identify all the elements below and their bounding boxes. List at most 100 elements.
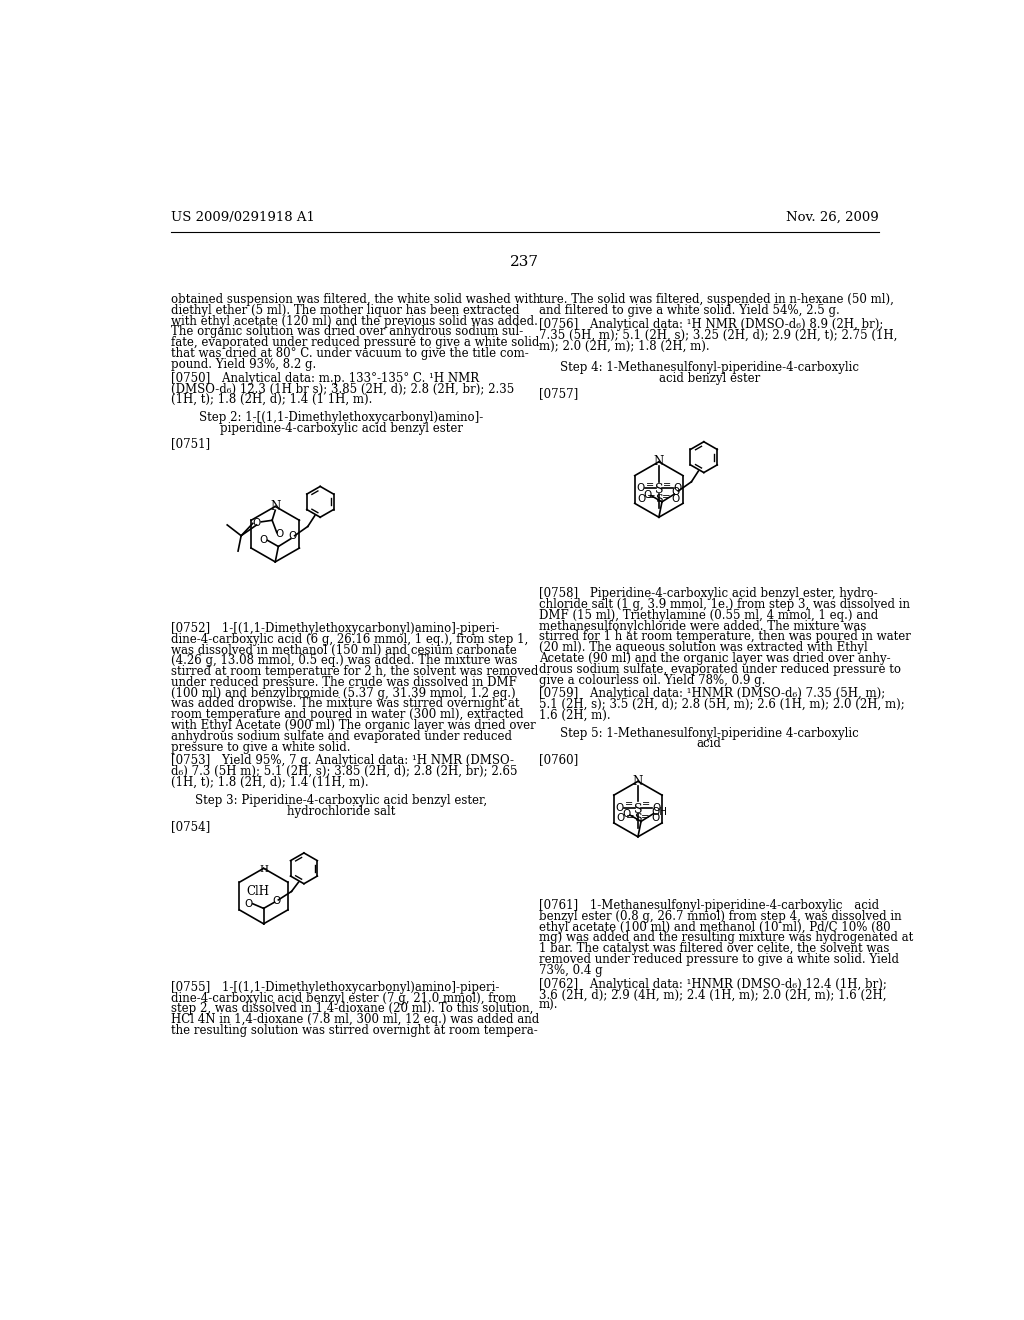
Text: N: N xyxy=(633,775,643,788)
Text: O: O xyxy=(259,535,267,545)
Text: stirred for 1 h at room temperature, then was poured in water: stirred for 1 h at room temperature, the… xyxy=(539,631,910,643)
Text: =: = xyxy=(646,480,654,490)
Text: that was dried at 80° C. under vacuum to give the title com-: that was dried at 80° C. under vacuum to… xyxy=(171,347,528,360)
Text: O: O xyxy=(245,899,253,908)
Text: 1 bar. The catalyst was filtered over celite, the solvent was: 1 bar. The catalyst was filtered over ce… xyxy=(539,942,889,956)
Text: =: = xyxy=(626,812,635,822)
Text: [0756] Analytical data: ¹H NMR (DMSO-d₆) 8.9 (2H, br);: [0756] Analytical data: ¹H NMR (DMSO-d₆)… xyxy=(539,318,883,331)
Text: Acetate (90 ml) and the organic layer was dried over anhy-: Acetate (90 ml) and the organic layer wa… xyxy=(539,652,891,665)
Text: stirred at room temperature for 2 h, the solvent was removed: stirred at room temperature for 2 h, the… xyxy=(171,665,538,678)
Text: m).: m). xyxy=(539,999,558,1012)
Text: =: = xyxy=(641,812,650,822)
Text: fate, evaporated under reduced pressure to give a white solid: fate, evaporated under reduced pressure … xyxy=(171,337,539,350)
Text: O: O xyxy=(272,896,281,906)
Text: d₆) 7.3 (5H m); 5.1 (2H, s); 3.85 (2H, d); 2.8 (2H, br); 2.65: d₆) 7.3 (5H m); 5.1 (2H, s); 3.85 (2H, d… xyxy=(171,766,517,779)
Text: [0762] Analytical data: ¹HNMR (DMSO-d₆) 12.4 (1H, br);: [0762] Analytical data: ¹HNMR (DMSO-d₆) … xyxy=(539,978,887,991)
Text: under reduced pressure. The crude was dissolved in DMF: under reduced pressure. The crude was di… xyxy=(171,676,516,689)
Text: N: N xyxy=(653,455,664,469)
Text: (100 ml) and benzylbromide (5.37 g, 31.39 mmol, 1.2 eq.): (100 ml) and benzylbromide (5.37 g, 31.3… xyxy=(171,686,515,700)
Text: room temperature and poured in water (300 ml), extracted: room temperature and poured in water (30… xyxy=(171,708,523,721)
Text: hydrochloride salt: hydrochloride salt xyxy=(287,805,395,818)
Text: The organic solution was dried over anhydrous sodium sul-: The organic solution was dried over anhy… xyxy=(171,326,523,338)
Text: [0752] 1-[(1,1-Dimethylethoxycarbonyl)amino]-piperi-: [0752] 1-[(1,1-Dimethylethoxycarbonyl)am… xyxy=(171,622,499,635)
Text: 73%, 0.4 g: 73%, 0.4 g xyxy=(539,964,602,977)
Text: methanesulfonylchloride were added. The mixture was: methanesulfonylchloride were added. The … xyxy=(539,619,866,632)
Text: S: S xyxy=(654,483,664,496)
Text: S: S xyxy=(634,803,642,816)
Text: O: O xyxy=(615,803,624,813)
Text: [0759] Analytical data: ¹HNMR (DMSO-d₆) 7.35 (5H, m);: [0759] Analytical data: ¹HNMR (DMSO-d₆) … xyxy=(539,688,885,701)
Text: O: O xyxy=(652,803,660,813)
Text: pressure to give a white solid.: pressure to give a white solid. xyxy=(171,741,350,754)
Text: drous sodium sulfate, evaporated under reduced pressure to: drous sodium sulfate, evaporated under r… xyxy=(539,663,901,676)
Text: Step 2: 1-[(1,1-Dimethylethoxycarbonyl)amino]-: Step 2: 1-[(1,1-Dimethylethoxycarbonyl)a… xyxy=(199,411,483,424)
Text: benzyl ester (0.8 g, 26.7 mmol) from step 4, was dissolved in: benzyl ester (0.8 g, 26.7 mmol) from ste… xyxy=(539,909,901,923)
Text: Step 4: 1-Methanesulfonyl-piperidine-4-carboxylic: Step 4: 1-Methanesulfonyl-piperidine-4-c… xyxy=(560,360,859,374)
Text: m); 2.0 (2H, m); 1.8 (2H, m).: m); 2.0 (2H, m); 1.8 (2H, m). xyxy=(539,339,710,352)
Text: O: O xyxy=(253,519,261,528)
Text: anhydrous sodium sulfate and evaporated under reduced: anhydrous sodium sulfate and evaporated … xyxy=(171,730,512,743)
Text: (20 ml). The aqueous solution was extracted with Ethyl: (20 ml). The aqueous solution was extrac… xyxy=(539,642,867,655)
Text: Step 5: 1-Methanesulfonyl-piperidine 4-carboxylic: Step 5: 1-Methanesulfonyl-piperidine 4-c… xyxy=(560,726,859,739)
Text: acid: acid xyxy=(696,738,722,751)
Text: [0751]: [0751] xyxy=(171,437,210,450)
Text: =: = xyxy=(647,492,655,502)
Text: 7.35 (5H, m); 5.1 (2H, s); 3.25 (2H, d); 2.9 (2H, t); 2.75 (1H,: 7.35 (5H, m); 5.1 (2H, s); 3.25 (2H, d);… xyxy=(539,329,897,342)
Text: =: = xyxy=(663,492,671,502)
Text: ethyl acetate (100 ml) and methanol (10 ml), Pd/C 10% (80: ethyl acetate (100 ml) and methanol (10 … xyxy=(539,921,891,933)
Text: and filtered to give a white solid. Yield 54%, 2.5 g.: and filtered to give a white solid. Yiel… xyxy=(539,304,840,317)
Text: S: S xyxy=(634,813,642,824)
Text: piperidine-4-carboxylic acid benzyl ester: piperidine-4-carboxylic acid benzyl este… xyxy=(219,422,463,434)
Text: O: O xyxy=(672,494,680,504)
Text: 237: 237 xyxy=(510,255,540,269)
Text: DMF (15 ml), Triethylamine (0.55 ml, 4 mmol, 1 eq.) and: DMF (15 ml), Triethylamine (0.55 ml, 4 m… xyxy=(539,609,878,622)
Text: N: N xyxy=(270,500,281,513)
Text: O: O xyxy=(643,490,651,500)
Text: O: O xyxy=(288,532,296,541)
Text: obtained suspension was filtered, the white solid washed with: obtained suspension was filtered, the wh… xyxy=(171,293,540,306)
Text: was added dropwise. The mixture was stirred overnight at: was added dropwise. The mixture was stir… xyxy=(171,697,519,710)
Text: O: O xyxy=(275,529,284,539)
Text: Nov. 26, 2009: Nov. 26, 2009 xyxy=(786,211,879,224)
Text: O: O xyxy=(623,809,631,820)
Text: dine-4-carboxylic acid benzyl ester (7 g, 21.0 mmol), from: dine-4-carboxylic acid benzyl ester (7 g… xyxy=(171,991,516,1005)
Text: O: O xyxy=(638,494,646,504)
Text: HCl 4N in 1,4-dioxane (7.8 ml, 300 ml, 12 eq.) was added and: HCl 4N in 1,4-dioxane (7.8 ml, 300 ml, 1… xyxy=(171,1014,539,1026)
Text: [0760]: [0760] xyxy=(539,752,578,766)
Text: H: H xyxy=(259,866,268,874)
Text: removed under reduced pressure to give a white solid. Yield: removed under reduced pressure to give a… xyxy=(539,953,899,966)
Text: O: O xyxy=(674,483,682,492)
Text: dine-4-carboxylic acid (6 g, 26.16 mmol, 1 eq.), from step 1,: dine-4-carboxylic acid (6 g, 26.16 mmol,… xyxy=(171,632,528,645)
Text: O: O xyxy=(651,813,659,824)
Text: OH: OH xyxy=(651,807,667,817)
Text: with Ethyl Acetate (900 ml) The organic layer was dried over: with Ethyl Acetate (900 ml) The organic … xyxy=(171,719,536,733)
Text: [0750] Analytical data: m.p. 133°-135° C. ¹H NMR: [0750] Analytical data: m.p. 133°-135° C… xyxy=(171,372,479,384)
Text: [0761] 1-Methanesulfonyl-piperidine-4-carboxylic acid: [0761] 1-Methanesulfonyl-piperidine-4-ca… xyxy=(539,899,879,912)
Text: (1H, t); 1.8 (2H, d); 1.4 (11H, m).: (1H, t); 1.8 (2H, d); 1.4 (11H, m). xyxy=(171,776,369,789)
Text: ture. The solid was filtered, suspended in n-hexane (50 ml),: ture. The solid was filtered, suspended … xyxy=(539,293,894,306)
Text: with ethyl acetate (120 ml) and the previous solid was added.: with ethyl acetate (120 ml) and the prev… xyxy=(171,314,538,327)
Text: S: S xyxy=(655,494,663,504)
Text: diethyl ether (5 ml). The mother liquor has been extracted: diethyl ether (5 ml). The mother liquor … xyxy=(171,304,519,317)
Text: [0753] Yield 95%, 7 g. Analytical data: ¹H NMR (DMSO-: [0753] Yield 95%, 7 g. Analytical data: … xyxy=(171,755,514,767)
Text: chloride salt (1 g, 3.9 mmol, 1e.) from step 3, was dissolved in: chloride salt (1 g, 3.9 mmol, 1e.) from … xyxy=(539,598,909,611)
Text: O: O xyxy=(636,483,644,492)
Text: =: = xyxy=(626,800,634,809)
Text: O: O xyxy=(616,813,625,824)
Text: 5.1 (2H, s); 3.5 (2H, d); 2.8 (5H, m); 2.6 (1H, m); 2.0 (2H, m);: 5.1 (2H, s); 3.5 (2H, d); 2.8 (5H, m); 2… xyxy=(539,698,904,711)
Text: mg) was added and the resulting mixture was hydrogenated at: mg) was added and the resulting mixture … xyxy=(539,932,913,945)
Text: was dissolved in methanol (150 ml) and cesium carbonate: was dissolved in methanol (150 ml) and c… xyxy=(171,644,516,656)
Text: acid benzyl ester: acid benzyl ester xyxy=(658,372,760,384)
Text: (4.26 g, 13.08 mmol, 0.5 eq.) was added. The mixture was: (4.26 g, 13.08 mmol, 0.5 eq.) was added.… xyxy=(171,655,517,668)
Text: US 2009/0291918 A1: US 2009/0291918 A1 xyxy=(171,211,314,224)
Text: pound. Yield 93%, 8.2 g.: pound. Yield 93%, 8.2 g. xyxy=(171,358,315,371)
Text: [0757]: [0757] xyxy=(539,387,578,400)
Text: =: = xyxy=(642,800,650,809)
Text: Step 3: Piperidine-4-carboxylic acid benzyl ester,: Step 3: Piperidine-4-carboxylic acid ben… xyxy=(195,795,487,808)
Text: [0758] Piperidine-4-carboxylic acid benzyl ester, hydro-: [0758] Piperidine-4-carboxylic acid benz… xyxy=(539,587,878,601)
Text: O: O xyxy=(672,487,680,496)
Text: 3.6 (2H, d); 2.9 (4H, m); 2.4 (1H, m); 2.0 (2H, m); 1.6 (2H,: 3.6 (2H, d); 2.9 (4H, m); 2.4 (1H, m); 2… xyxy=(539,989,886,1002)
Text: give a colourless oil. Yield 78%, 0.9 g.: give a colourless oil. Yield 78%, 0.9 g. xyxy=(539,673,765,686)
Text: 1.6 (2H, m).: 1.6 (2H, m). xyxy=(539,709,610,722)
Text: the resulting solution was stirred overnight at room tempera-: the resulting solution was stirred overn… xyxy=(171,1024,538,1038)
